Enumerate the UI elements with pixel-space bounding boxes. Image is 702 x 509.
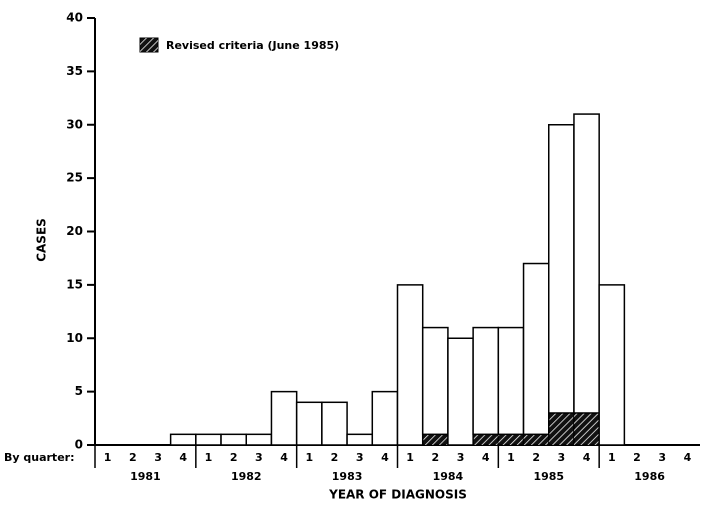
x-tick-label: 4	[179, 451, 187, 464]
year-label: 1982	[231, 470, 262, 483]
y-tick-label: 20	[66, 224, 83, 238]
x-tick-label: 3	[457, 451, 465, 464]
bar-segment	[220, 433, 248, 446]
year-label: 1985	[533, 470, 564, 483]
y-tick-label: 10	[66, 331, 83, 345]
hatch	[548, 412, 574, 445]
year-label: 1984	[433, 470, 464, 483]
hatch	[573, 412, 600, 445]
y-tick-label: 0	[75, 438, 83, 452]
bar-segment	[371, 390, 399, 446]
y-axis-label: CASES	[35, 218, 49, 262]
hatch	[498, 434, 524, 445]
bar-segment	[346, 433, 374, 446]
x-tick-label: 1	[205, 451, 213, 464]
bar-segment	[472, 326, 500, 436]
quarter-row-label: By quarter:	[4, 451, 74, 464]
x-tick-label: 4	[583, 451, 591, 464]
x-tick-label: 1	[104, 451, 112, 464]
bar-segment	[447, 337, 474, 446]
x-tick-label: 2	[129, 451, 137, 464]
x-tick-label: 3	[658, 451, 666, 464]
bar-segment	[295, 401, 323, 446]
hatch	[523, 434, 549, 445]
x-tick-label: 1	[608, 451, 616, 464]
y-tick-label: 5	[75, 384, 83, 398]
x-tick-label: 1	[305, 451, 313, 464]
legend-label: Revised criteria (June 1985)	[166, 39, 339, 52]
y-tick-label: 40	[66, 11, 83, 25]
bar-segment	[548, 124, 575, 414]
bar-segment	[522, 262, 550, 436]
x-tick-label: 3	[255, 451, 263, 464]
x-tick-label: 4	[482, 451, 490, 464]
bar-segment	[598, 284, 626, 446]
bar-segment	[321, 401, 348, 446]
y-tick-label: 15	[66, 277, 83, 291]
x-tick-label: 2	[431, 451, 439, 464]
bar-segment	[573, 113, 600, 414]
bar-segment	[195, 433, 222, 446]
hatch	[422, 434, 448, 445]
x-tick-label: 3	[154, 451, 162, 464]
bar-segment	[497, 326, 525, 436]
x-tick-label: 1	[406, 451, 414, 464]
bar-segment	[396, 284, 424, 446]
hatch	[473, 434, 499, 445]
x-tick-label: 3	[558, 451, 566, 464]
year-label: 1986	[634, 470, 665, 483]
x-tick-label: 2	[633, 451, 641, 464]
x-tick-label: 4	[280, 451, 288, 464]
x-axis-label: YEAR OF DIAGNOSIS	[328, 488, 467, 502]
bar-segment	[169, 433, 197, 446]
hatch	[140, 38, 158, 52]
year-label: 1983	[332, 470, 363, 483]
y-tick-label: 25	[66, 171, 83, 185]
x-tick-label: 4	[684, 451, 692, 464]
y-tick-label: 35	[66, 64, 83, 78]
x-tick-label: 2	[331, 451, 339, 464]
x-tick-label: 2	[230, 451, 238, 464]
x-tick-label: 1	[507, 451, 515, 464]
x-tick-label: 4	[381, 451, 389, 464]
x-tick-label: 2	[532, 451, 540, 464]
year-label: 1981	[130, 470, 161, 483]
y-tick-label: 30	[66, 117, 83, 131]
bar-segment	[270, 390, 298, 446]
x-tick-label: 3	[356, 451, 364, 464]
bar-segment	[421, 326, 449, 436]
bar-segment	[245, 433, 273, 446]
